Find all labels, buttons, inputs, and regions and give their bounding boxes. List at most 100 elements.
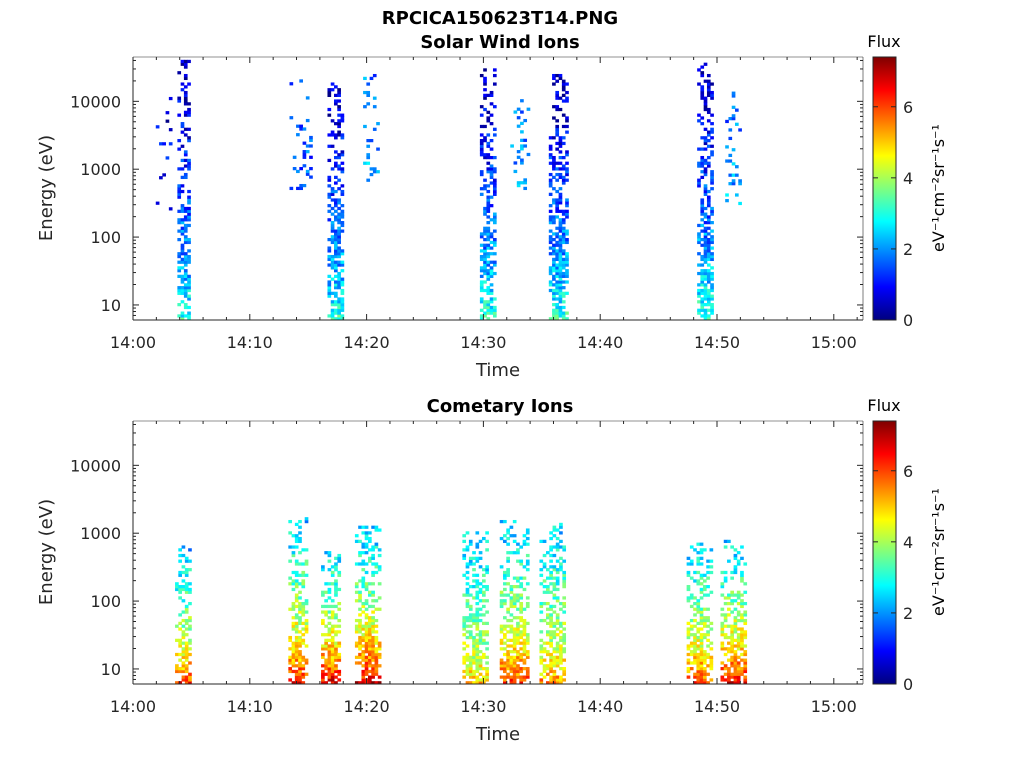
spectrogram-cell xyxy=(334,644,338,648)
spectrogram-cell xyxy=(337,164,341,168)
spectrogram-cell xyxy=(709,664,714,668)
spectrogram-cell xyxy=(334,562,338,566)
spectrogram-cell xyxy=(184,585,189,589)
spectrogram-cell xyxy=(696,661,701,665)
spectrogram-cell xyxy=(334,260,338,264)
spectrogram-cell xyxy=(288,667,293,671)
spectrogram-cell xyxy=(525,669,530,674)
spectrogram-cell xyxy=(183,237,188,242)
spectrogram-cell xyxy=(334,181,338,185)
spectrogram-cell xyxy=(549,667,553,671)
spectrogram-cell xyxy=(180,124,185,129)
spectrogram-cell xyxy=(542,669,547,674)
spectrogram-cell xyxy=(183,263,188,267)
spectrogram-cell xyxy=(565,254,569,259)
spectrogram-cell xyxy=(377,681,382,684)
spectrogram-cell xyxy=(558,150,563,154)
spectrogram-cell xyxy=(738,179,742,183)
spectrogram-cell xyxy=(730,650,734,654)
spectrogram-cell xyxy=(539,559,544,563)
spectrogram-cell xyxy=(555,206,560,211)
spectrogram-cell xyxy=(555,232,560,236)
spectrogram-cell xyxy=(358,627,362,631)
spectrogram-cell xyxy=(483,209,487,213)
spectrogram-cell xyxy=(354,630,359,634)
spectrogram-cell xyxy=(723,635,728,640)
spectrogram-cell xyxy=(503,667,507,671)
spectrogram-cell xyxy=(298,621,302,626)
spectrogram-cell xyxy=(519,604,524,609)
spectrogram-cell xyxy=(358,551,362,555)
spectrogram-cell xyxy=(472,652,476,657)
spectrogram-cell xyxy=(321,633,325,637)
spectrogram-cell xyxy=(499,604,504,609)
spectrogram-cell xyxy=(562,601,567,606)
spectrogram-cell xyxy=(361,678,366,682)
spectrogram-cell xyxy=(733,658,738,662)
spectrogram-cell xyxy=(703,243,708,247)
spectrogram-cell xyxy=(509,534,514,538)
spectrogram-cell xyxy=(301,675,306,679)
spectrogram-cell xyxy=(327,559,332,563)
spectrogram-cell xyxy=(492,187,497,191)
spectrogram-cell xyxy=(740,601,744,606)
spectrogram-cell xyxy=(565,204,569,208)
spectrogram-cell xyxy=(465,582,470,586)
spectrogram-cell xyxy=(302,150,307,154)
spectrogram-cell xyxy=(330,206,335,211)
spectrogram-cell xyxy=(482,585,486,589)
spectrogram-cell xyxy=(516,548,520,552)
spectrogram-cell xyxy=(558,308,563,312)
spectrogram-cell xyxy=(506,593,510,597)
spectrogram-cell xyxy=(309,167,313,171)
spectrogram-cell xyxy=(371,599,375,603)
spectrogram-cell xyxy=(187,218,191,222)
spectrogram-cell xyxy=(472,621,476,626)
spectrogram-cell xyxy=(706,161,711,165)
spectrogram-cell xyxy=(565,153,569,157)
spectrogram-cell xyxy=(486,133,491,137)
spectrogram-cell xyxy=(482,599,486,603)
spectrogram-cell xyxy=(723,570,728,575)
spectrogram-cell xyxy=(358,590,362,594)
spectrogram-cell xyxy=(512,655,517,659)
spectrogram-cell xyxy=(555,127,560,131)
spectrogram-cell xyxy=(327,88,332,92)
spectrogram-cell xyxy=(321,678,325,682)
spectrogram-cell xyxy=(513,169,518,174)
spectrogram-cell xyxy=(555,303,560,307)
spectrogram-cell xyxy=(512,635,517,640)
spectrogram-cell xyxy=(377,652,382,657)
spectrogram-cell xyxy=(482,621,486,626)
spectrogram-cell xyxy=(337,167,341,171)
spectrogram-cell xyxy=(561,280,566,284)
spectrogram-cell xyxy=(565,237,569,242)
spectrogram-cell xyxy=(565,167,569,171)
spectrogram-cell xyxy=(565,311,569,315)
spectrogram-cell xyxy=(296,133,300,137)
spectrogram-cell xyxy=(506,618,510,623)
spectrogram-cell xyxy=(361,542,366,546)
spectrogram-cell xyxy=(334,585,338,589)
spectrogram-cell xyxy=(506,658,510,662)
spectrogram-cell xyxy=(699,576,704,580)
spectrogram-cell xyxy=(330,212,335,216)
spectrogram-cell xyxy=(482,655,486,659)
spectrogram-cell xyxy=(549,553,553,558)
spectrogram-cell xyxy=(462,621,467,626)
spectrogram-cell xyxy=(727,593,731,597)
spectrogram-cell xyxy=(736,661,741,665)
spectrogram-cell xyxy=(334,201,338,205)
spectrogram-cell xyxy=(374,658,379,662)
spectrogram-cell xyxy=(720,661,725,665)
spectrogram-cell xyxy=(555,204,560,208)
spectrogram-cell xyxy=(555,305,560,310)
spectrogram-cell xyxy=(706,263,711,267)
spectrogram-cell xyxy=(727,607,731,611)
spectrogram-cell xyxy=(334,604,338,609)
spectrogram-cell xyxy=(462,556,467,560)
spectrogram-cell xyxy=(371,573,375,577)
spectrogram-cell xyxy=(327,664,332,668)
spectrogram-cell xyxy=(175,681,179,684)
spectrogram-cell xyxy=(371,644,375,648)
